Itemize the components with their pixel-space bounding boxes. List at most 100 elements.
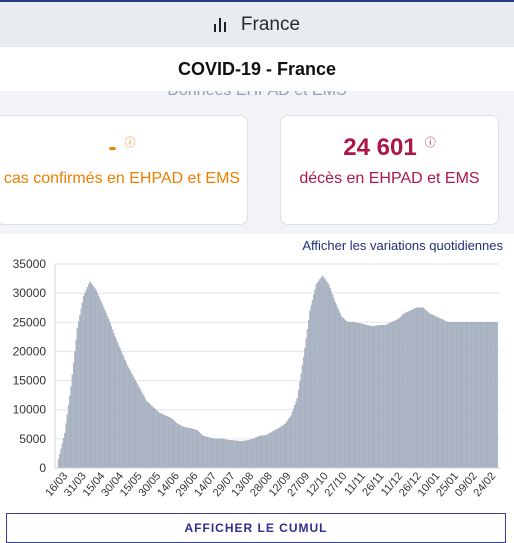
chart-bar <box>495 322 497 469</box>
chart-bar <box>335 304 338 469</box>
chart-bar <box>242 440 244 469</box>
chart-bar <box>299 381 301 469</box>
daily-variations-link[interactable]: Afficher les variations quotidiennes <box>302 238 503 253</box>
chart-bar <box>257 436 260 469</box>
chart-bar <box>88 284 90 469</box>
chart-bar <box>467 322 470 469</box>
chart-bar <box>364 324 366 469</box>
chart-bar <box>72 362 75 469</box>
chart-bar <box>315 284 317 469</box>
chart-bar <box>167 416 169 469</box>
chart-bar <box>428 313 431 469</box>
country-label[interactable]: France <box>240 13 301 35</box>
chart-bar <box>396 319 398 469</box>
chart-bar <box>308 319 310 469</box>
chart-bar <box>447 322 449 469</box>
chart-bar <box>314 289 316 469</box>
info-icon[interactable]: ⓘ <box>124 137 136 149</box>
chart-bar <box>70 386 72 469</box>
chart-bar <box>264 435 266 469</box>
chart-bar <box>409 310 412 469</box>
chart-bar <box>487 322 490 469</box>
chart-bar <box>321 275 324 469</box>
y-tick-label: 0 <box>39 461 46 475</box>
chart-bar <box>232 440 234 469</box>
chart-bar <box>272 431 275 469</box>
chart-bar <box>103 307 105 469</box>
chart-bar <box>162 414 164 469</box>
chart-bar <box>182 426 184 469</box>
chart-bar <box>475 322 477 469</box>
chart-bar <box>124 360 126 469</box>
chart-bar <box>413 308 415 469</box>
chart-bar <box>360 323 363 469</box>
chart-bar <box>57 459 60 469</box>
chart-bar <box>294 404 296 469</box>
chart-bar <box>486 322 488 469</box>
chart-bar <box>148 403 150 469</box>
chart-bar <box>399 316 402 469</box>
chart-bar <box>403 313 405 469</box>
chart-bar <box>419 307 422 469</box>
chart-bar <box>373 326 375 469</box>
chart-bar <box>382 325 384 469</box>
chart-bar <box>353 322 355 469</box>
confirmed-cases-label: cas confirmés en EHPAD et EMS <box>3 170 241 187</box>
chart-bar <box>412 309 414 469</box>
chart-bar <box>496 322 498 469</box>
chart-bar <box>446 321 448 469</box>
chart-bar <box>169 417 172 469</box>
chart-bar <box>251 439 253 469</box>
info-icon[interactable]: ⓘ <box>424 137 436 149</box>
chart-bar <box>59 453 61 469</box>
chart-bar <box>211 438 213 469</box>
chart-bar <box>477 322 480 469</box>
chart-bar <box>435 316 437 469</box>
chart-bar <box>427 312 429 469</box>
chart-bar <box>269 433 271 469</box>
chart-bar <box>119 348 121 469</box>
chart-bar <box>491 322 493 469</box>
chart-bar <box>313 294 315 469</box>
chart-bar <box>330 291 332 469</box>
show-cumulative-button[interactable]: AFFICHER LE CUMUL <box>6 513 506 543</box>
chart-bar <box>215 438 217 469</box>
chart-bar <box>177 424 179 469</box>
chart-bar <box>252 438 255 469</box>
chart-bar <box>209 437 212 469</box>
chart-bar <box>445 320 447 469</box>
chart-bar <box>178 424 180 469</box>
chart-bar <box>384 325 387 469</box>
y-tick-label: 30000 <box>13 286 47 300</box>
chart-bar <box>304 347 306 469</box>
chart-bar <box>230 440 232 469</box>
chart-bar <box>336 307 339 469</box>
chart-bar <box>316 282 319 469</box>
chart-bar <box>355 322 358 469</box>
chart-bar <box>139 389 141 469</box>
chart-bar <box>489 322 491 469</box>
chart-bar <box>350 322 353 469</box>
chart-bar <box>108 319 110 469</box>
chart-bar <box>365 325 368 469</box>
chart-bar <box>228 440 231 469</box>
chart-bar <box>256 436 258 469</box>
chart-bar <box>387 323 389 469</box>
chart-bar <box>77 321 80 469</box>
chart-bar <box>359 323 361 469</box>
chart-bar <box>326 282 329 469</box>
chart-bar <box>246 440 248 469</box>
chart-bar <box>389 322 392 469</box>
chart-bar <box>436 316 438 469</box>
chart-bar <box>479 322 481 469</box>
chart-bar <box>270 432 272 469</box>
chart-bar <box>303 357 305 469</box>
top-bar: France <box>0 0 514 47</box>
chart-bar <box>76 327 79 469</box>
chart-bar <box>140 391 143 469</box>
chart-bar <box>338 310 340 469</box>
chart-bar <box>343 318 345 469</box>
chart-bar <box>133 377 135 469</box>
chart-bar <box>443 320 446 469</box>
chart-bar <box>203 436 206 469</box>
